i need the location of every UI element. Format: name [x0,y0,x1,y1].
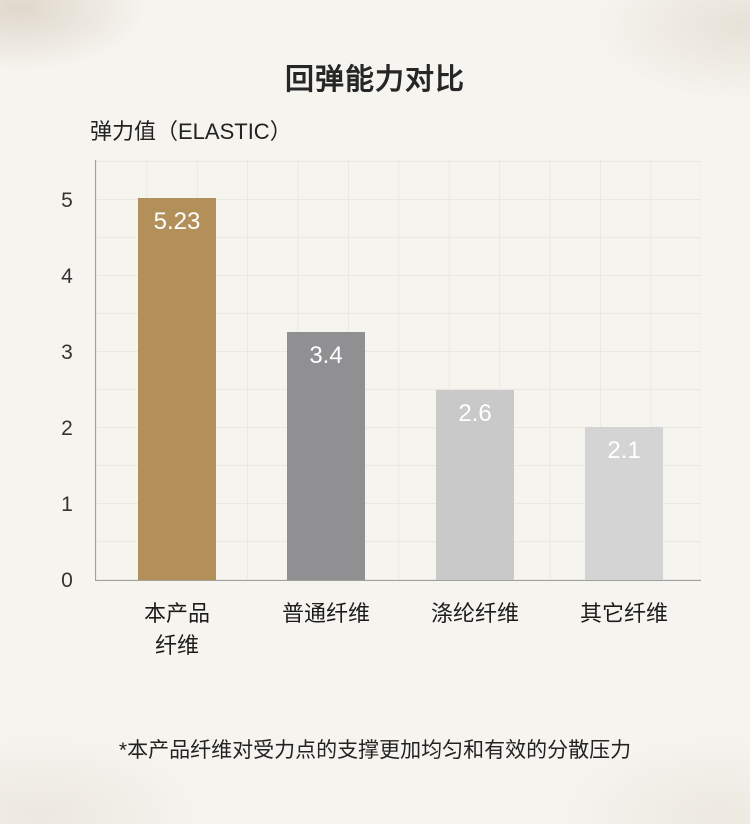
footnote-text: *本产品纤维对受力点的支撑更加均匀和有效的分散压力 [118,739,632,762]
y-tick-label: 1 [61,493,73,516]
plot-area: 0 1 2 3 4 5 5.23 本产品纤维 3.4 普通纤维 2.6 涤纶纤维 2.1 其它纤维 [61,160,701,658]
bar: 3.4 [287,331,365,580]
bar-category-label: 涤纶纤维 [400,598,550,630]
bar-category-label: 普通纤维 [251,598,401,630]
bar-value-label: 2.6 [458,400,492,428]
bar-category-label: 本产品 纤维 [102,598,252,662]
bar: 5.23 [138,198,216,580]
y-tick-label: 5 [61,189,73,212]
bar-category-line: 纤维 [154,632,199,658]
y-axis-label: 弹力值（ELASTIC） [90,119,292,144]
bar: 2.1 [585,426,663,580]
y-tick-label: 0 [61,569,73,592]
y-tick-label: 3 [61,341,73,364]
y-tick-label: 2 [61,417,73,440]
bar-category-line: 其它纤维 [579,601,668,626]
bar-category-line: 涤纶纤维 [430,601,519,626]
bar-category-line: 普通纤维 [281,601,370,626]
bar-category-label: 其它纤维 [549,598,699,630]
bar-value-label: 3.4 [309,341,343,369]
bar-category-line: 本产品 [143,601,210,626]
chart-title: 回弹能力对比 [284,64,465,96]
bar-value-label: 2.1 [607,436,641,464]
bar-value-label: 5.23 [153,208,201,236]
bar: 2.6 [436,390,514,580]
y-tick-label: 4 [61,265,73,288]
